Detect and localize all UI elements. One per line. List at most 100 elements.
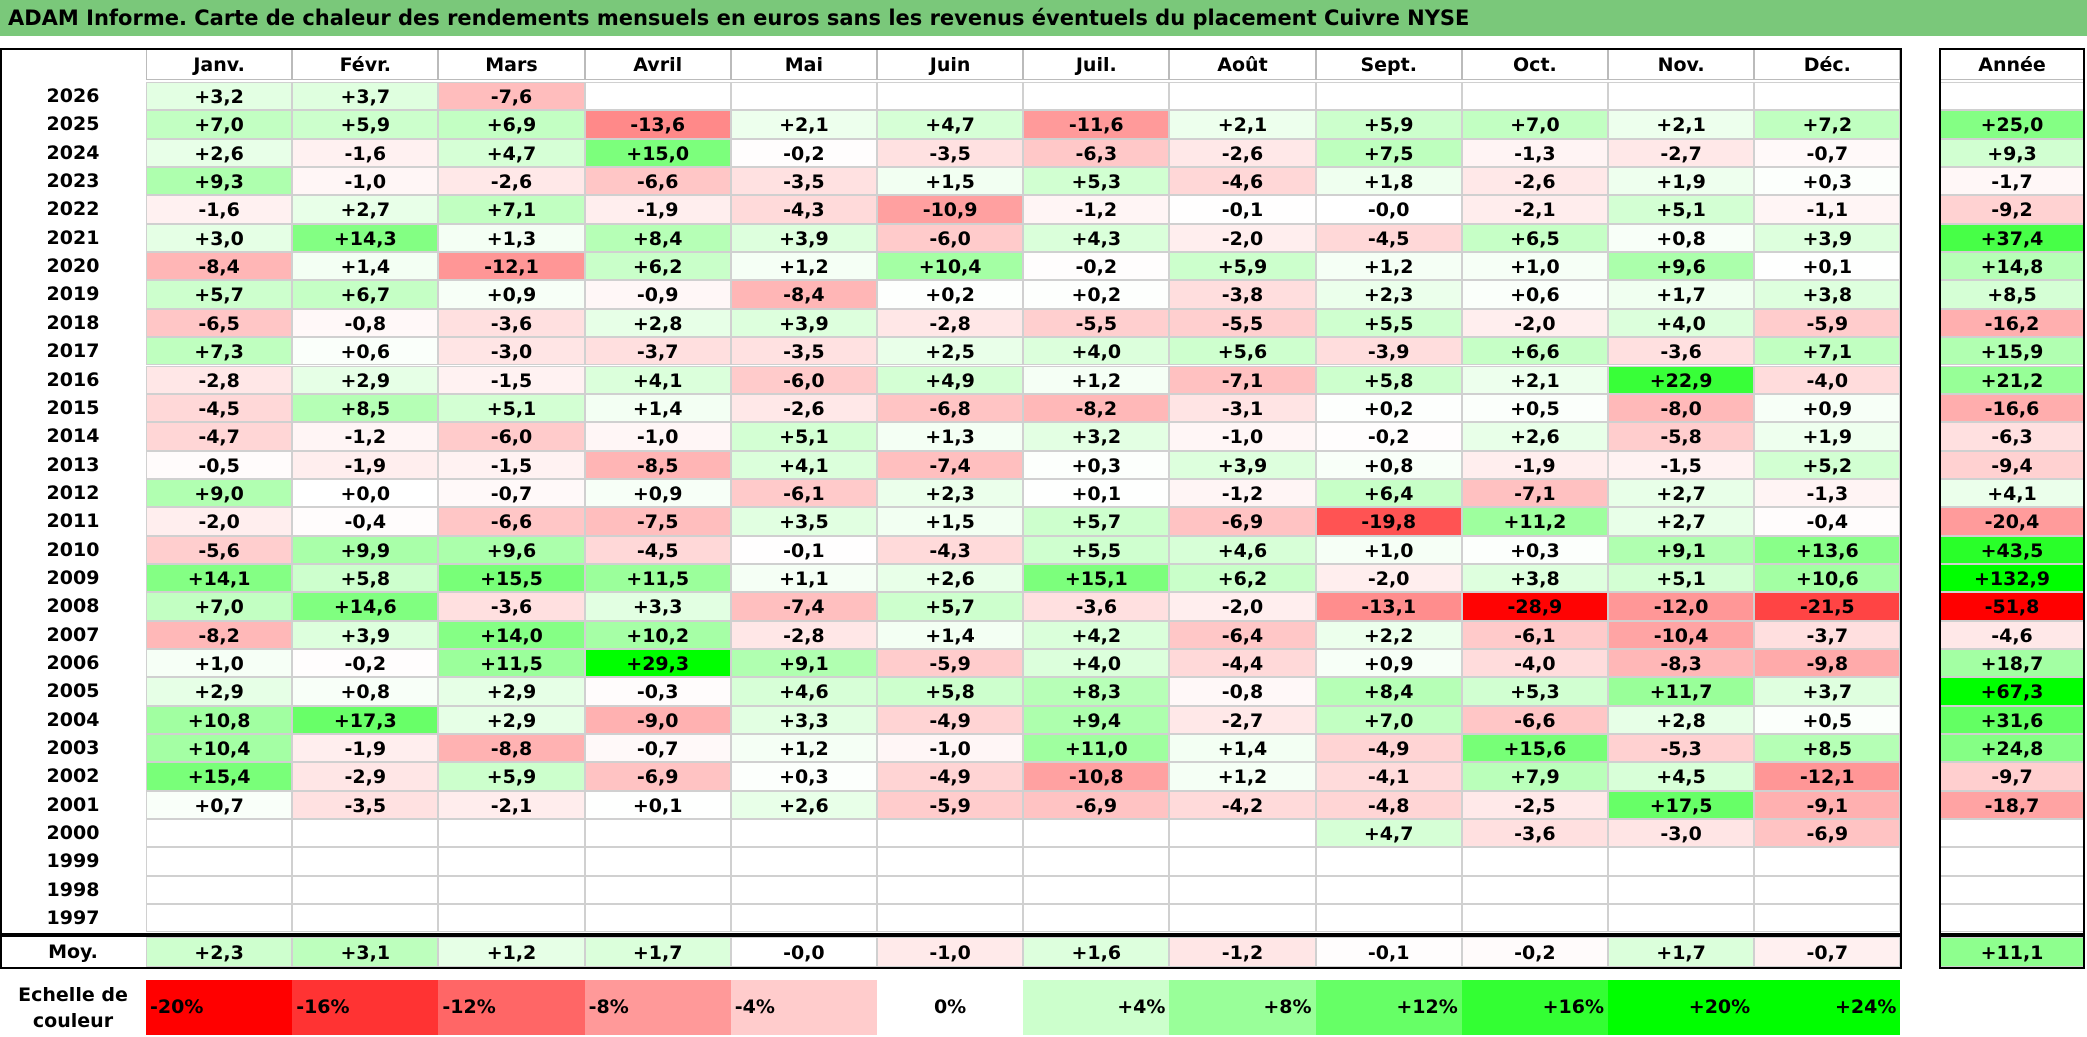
heatmap-cell[interactable]: -5,5 <box>1023 308 1170 338</box>
heatmap-cell[interactable]: -2,0 <box>146 507 293 536</box>
heatmap-cell[interactable]: +8,5 <box>292 393 439 423</box>
heatmap-cell[interactable] <box>877 819 1024 848</box>
average-cell[interactable]: +2,3 <box>146 937 293 967</box>
heatmap-cell[interactable]: -2,0 <box>1315 563 1462 593</box>
heatmap-cell[interactable]: -6,9 <box>1023 790 1170 820</box>
heatmap-cell[interactable]: +0,1 <box>1754 252 1901 281</box>
heatmap-cell[interactable]: -3,8 <box>1169 280 1316 309</box>
heatmap-cell[interactable]: +0,6 <box>292 337 439 366</box>
heatmap-cell[interactable]: -0,7 <box>438 478 585 508</box>
heatmap-cell[interactable]: +5,3 <box>1023 167 1170 196</box>
heatmap-cell[interactable]: -9,1 <box>1754 790 1901 820</box>
heatmap-cell[interactable]: -6,9 <box>1169 507 1316 536</box>
heatmap-cell[interactable]: -0,1 <box>730 535 877 564</box>
heatmap-cell[interactable]: -0,2 <box>1315 422 1462 451</box>
heatmap-cell[interactable]: +2,7 <box>292 195 439 224</box>
heatmap-cell[interactable] <box>730 904 877 933</box>
heatmap-cell[interactable]: +9,6 <box>1608 252 1755 281</box>
heatmap-cell[interactable] <box>438 847 585 876</box>
heatmap-cell[interactable]: +2,9 <box>292 365 439 394</box>
heatmap-cell[interactable]: +3,0 <box>146 223 293 253</box>
heatmap-cell[interactable]: -3,1 <box>1169 393 1316 423</box>
heatmap-cell[interactable]: +7,1 <box>1754 337 1901 366</box>
heatmap-cell[interactable]: +7,9 <box>1461 762 1608 791</box>
heatmap-cell[interactable]: +8,4 <box>1315 677 1462 706</box>
heatmap-cell[interactable]: -4,3 <box>877 535 1024 564</box>
heatmap-cell[interactable]: -1,5 <box>1608 450 1755 479</box>
heatmap-cell[interactable]: +3,9 <box>1754 223 1901 253</box>
heatmap-cell[interactable]: +5,9 <box>1315 110 1462 139</box>
heatmap-cell[interactable]: +3,2 <box>146 82 293 111</box>
heatmap-cell[interactable]: -2,6 <box>438 167 585 196</box>
heatmap-cell[interactable]: +9,3 <box>146 167 293 196</box>
heatmap-cell[interactable]: +1,2 <box>1169 762 1316 791</box>
heatmap-cell[interactable]: +10,2 <box>584 620 731 649</box>
average-cell[interactable]: -1,2 <box>1169 937 1316 967</box>
heatmap-cell[interactable]: -4,9 <box>877 705 1024 735</box>
heatmap-cell[interactable]: -8,4 <box>730 280 877 309</box>
heatmap-cell[interactable]: -6,5 <box>146 308 293 338</box>
heatmap-cell[interactable]: -5,5 <box>1169 308 1316 338</box>
heatmap-cell[interactable]: -0,9 <box>584 280 731 309</box>
heatmap-cell[interactable]: +14,3 <box>292 223 439 253</box>
heatmap-cell[interactable]: -3,7 <box>584 337 731 366</box>
heatmap-cell[interactable]: -8,2 <box>1023 393 1170 423</box>
heatmap-cell[interactable]: +14,0 <box>438 620 585 649</box>
heatmap-cell[interactable]: -7,4 <box>877 450 1024 479</box>
heatmap-cell[interactable]: +5,1 <box>730 422 877 451</box>
heatmap-cell[interactable]: +5,9 <box>1169 252 1316 281</box>
heatmap-cell[interactable]: +6,4 <box>1315 478 1462 508</box>
heatmap-cell[interactable]: -6,4 <box>1169 620 1316 649</box>
heatmap-cell[interactable]: +0,9 <box>1754 393 1901 423</box>
heatmap-cell[interactable]: -1,5 <box>438 450 585 479</box>
heatmap-cell[interactable] <box>1315 847 1462 876</box>
heatmap-cell[interactable]: +0,9 <box>584 478 731 508</box>
heatmap-cell[interactable]: +15,1 <box>1023 563 1170 593</box>
heatmap-cell[interactable] <box>1754 904 1901 933</box>
heatmap-cell[interactable]: +0,5 <box>1461 393 1608 423</box>
average-cell[interactable]: +1,7 <box>1608 937 1755 967</box>
heatmap-cell[interactable]: -8,8 <box>438 734 585 763</box>
heatmap-cell[interactable]: -2,6 <box>1461 167 1608 196</box>
heatmap-cell[interactable]: -4,6 <box>1169 167 1316 196</box>
heatmap-cell[interactable] <box>292 904 439 933</box>
heatmap-cell[interactable]: -0,2 <box>730 138 877 168</box>
heatmap-cell[interactable]: -1,0 <box>877 734 1024 763</box>
heatmap-cell[interactable]: +10,8 <box>146 705 293 735</box>
heatmap-cell[interactable]: -2,1 <box>438 790 585 820</box>
heatmap-cell[interactable]: +6,7 <box>292 280 439 309</box>
heatmap-cell[interactable]: +7,2 <box>1754 110 1901 139</box>
annual-cell[interactable]: +4,1 <box>1940 478 2084 508</box>
heatmap-cell[interactable]: +2,7 <box>1608 478 1755 508</box>
heatmap-cell[interactable]: +6,5 <box>1461 223 1608 253</box>
heatmap-cell[interactable]: +15,4 <box>146 762 293 791</box>
heatmap-cell[interactable]: +2,8 <box>584 308 731 338</box>
heatmap-cell[interactable] <box>1754 847 1901 876</box>
heatmap-cell[interactable]: +17,3 <box>292 705 439 735</box>
heatmap-cell[interactable]: +5,9 <box>292 110 439 139</box>
heatmap-cell[interactable] <box>146 847 293 876</box>
heatmap-cell[interactable]: -5,9 <box>1754 308 1901 338</box>
heatmap-cell[interactable]: +3,7 <box>292 82 439 111</box>
heatmap-cell[interactable]: +1,4 <box>584 393 731 423</box>
heatmap-cell[interactable] <box>146 819 293 848</box>
heatmap-cell[interactable]: +3,3 <box>730 705 877 735</box>
average-cell[interactable]: -0,7 <box>1754 937 1901 967</box>
heatmap-cell[interactable]: -5,3 <box>1608 734 1755 763</box>
heatmap-cell[interactable]: +9,0 <box>146 478 293 508</box>
heatmap-cell[interactable]: -12,0 <box>1608 592 1755 621</box>
heatmap-cell[interactable]: +9,4 <box>1023 705 1170 735</box>
heatmap-cell[interactable]: +5,8 <box>877 677 1024 706</box>
annual-cell[interactable]: +24,8 <box>1940 734 2084 763</box>
heatmap-cell[interactable]: -2,5 <box>1461 790 1608 820</box>
heatmap-cell[interactable] <box>1754 875 1901 905</box>
heatmap-cell[interactable]: -3,5 <box>877 138 1024 168</box>
heatmap-cell[interactable]: -3,0 <box>1608 819 1755 848</box>
heatmap-cell[interactable]: +4,0 <box>1023 649 1170 678</box>
heatmap-cell[interactable]: +2,7 <box>1608 507 1755 536</box>
heatmap-cell[interactable] <box>438 904 585 933</box>
heatmap-cell[interactable] <box>1608 847 1755 876</box>
annual-cell[interactable]: +21,2 <box>1940 365 2084 394</box>
heatmap-cell[interactable]: +1,5 <box>877 167 1024 196</box>
heatmap-cell[interactable] <box>1169 82 1316 111</box>
